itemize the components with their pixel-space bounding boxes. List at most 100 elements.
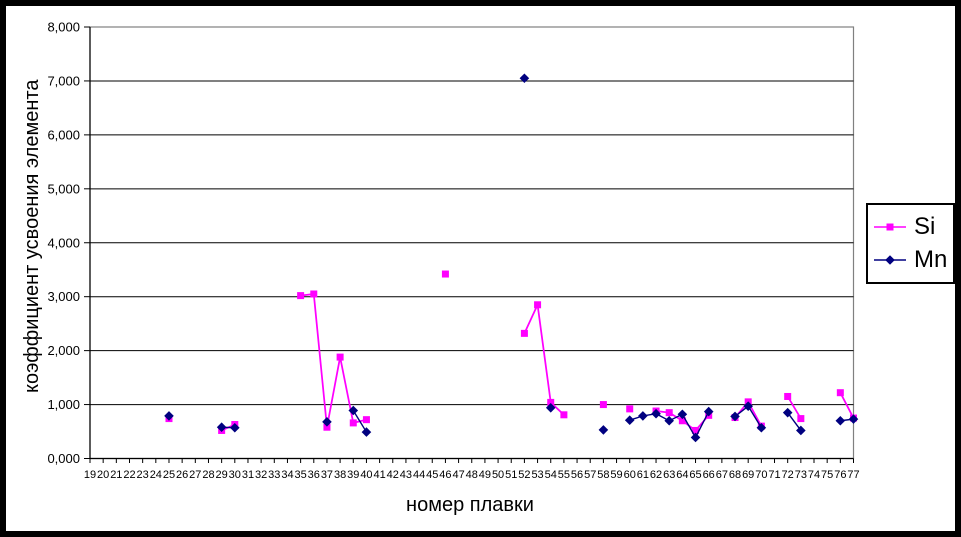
y-tick-label: 3,000 xyxy=(47,289,80,304)
series-mn-marker xyxy=(796,425,806,436)
x-tick-label: 34 xyxy=(281,469,293,481)
x-tick-label: 44 xyxy=(413,469,425,481)
x-tick-label: 50 xyxy=(492,469,504,481)
x-tick-label: 39 xyxy=(347,469,359,481)
legend-diamond-marker-icon xyxy=(874,255,906,266)
series-si-marker xyxy=(310,290,318,298)
x-tick-label: 40 xyxy=(360,469,372,481)
series-mn-marker xyxy=(756,422,767,433)
series-si-marker xyxy=(547,398,555,406)
series-mn-marker xyxy=(664,415,675,426)
x-tick-label: 27 xyxy=(189,469,201,481)
legend-label-mn: Mn xyxy=(914,246,948,274)
series-si-marker xyxy=(534,301,542,309)
series-si-line xyxy=(839,392,855,419)
x-tick-label: 46 xyxy=(439,469,451,481)
x-tick-label: 64 xyxy=(676,469,688,481)
series-mn-marker xyxy=(216,422,227,433)
series-si-marker xyxy=(784,392,792,400)
x-tick-label: 23 xyxy=(137,469,149,481)
y-tick-label: 8,000 xyxy=(47,20,80,35)
series-mn-marker xyxy=(782,407,793,418)
legend-label-si: Si xyxy=(914,212,936,240)
x-tick-label: 59 xyxy=(610,469,622,481)
series-mn-marker xyxy=(835,415,846,426)
x-tick-label: 56 xyxy=(571,469,583,481)
series-mn-marker xyxy=(651,408,661,419)
x-tick-label: 41 xyxy=(373,469,385,481)
series-si-line xyxy=(523,301,565,416)
series-si-marker xyxy=(626,405,634,413)
x-tick-label: 24 xyxy=(150,469,162,481)
series-si-line xyxy=(786,396,802,420)
legend-marker-sample xyxy=(886,223,894,231)
x-tick-label: 63 xyxy=(663,469,675,481)
legend-item-si: Si xyxy=(873,212,953,240)
x-tick-label: 76 xyxy=(834,469,846,481)
legend: Si Mn xyxy=(866,203,955,284)
legend-square-marker-icon xyxy=(874,223,906,231)
x-tick-label: 36 xyxy=(308,469,320,481)
x-tick-label: 57 xyxy=(584,469,596,481)
series-si-marker xyxy=(323,423,331,431)
x-tick-label: 69 xyxy=(742,469,754,481)
series-mn-marker xyxy=(361,427,372,437)
x-tick-label: 67 xyxy=(716,469,728,481)
series-mn-marker xyxy=(545,402,556,413)
x-tick-label: 61 xyxy=(637,469,649,481)
x-tick-label: 71 xyxy=(768,469,780,481)
x-tick-label: 47 xyxy=(452,469,464,481)
x-tick-label: 33 xyxy=(268,469,280,481)
series-si-marker xyxy=(336,353,344,361)
series-mn-line xyxy=(352,410,368,433)
series-si-marker xyxy=(297,292,305,300)
x-tick-label: 72 xyxy=(782,469,794,481)
x-tick-label: 20 xyxy=(97,469,109,481)
series-mn-marker xyxy=(519,73,530,84)
x-tick-label: 31 xyxy=(242,469,254,481)
x-tick-label: 62 xyxy=(650,469,662,481)
legend-marker-sample xyxy=(885,255,895,266)
series-mn-marker xyxy=(703,406,714,417)
y-tick-label: 5,000 xyxy=(47,181,80,196)
x-tick-label: 60 xyxy=(624,469,636,481)
x-tick-label: 25 xyxy=(163,469,175,481)
series-si-marker xyxy=(560,411,568,419)
series-si-marker xyxy=(520,329,528,337)
y-tick-label: 0,000 xyxy=(47,451,80,466)
y-tick-label: 4,000 xyxy=(47,235,80,250)
x-tick-label: 75 xyxy=(821,469,833,481)
x-tick-label: 58 xyxy=(597,469,609,481)
series-mn-marker xyxy=(624,415,635,426)
x-tick-label: 32 xyxy=(255,469,267,481)
x-tick-label: 54 xyxy=(545,469,557,481)
y-tick-label: 2,000 xyxy=(47,343,80,358)
x-tick-label: 65 xyxy=(689,469,701,481)
x-tick-label: 43 xyxy=(400,469,412,481)
series-si-marker xyxy=(441,270,449,278)
legend-item-mn: Mn xyxy=(873,248,953,272)
x-tick-label: 77 xyxy=(847,469,859,481)
series-si-marker xyxy=(836,389,844,397)
y-tick-label: 7,000 xyxy=(47,73,80,88)
x-tick-label: 42 xyxy=(387,469,399,481)
y-axis-title: коэффициент усвоения элемента xyxy=(21,79,43,393)
y-tick-label: 1,000 xyxy=(47,397,80,412)
x-axis-title: номер плавки xyxy=(406,494,534,516)
series-mn-marker xyxy=(690,432,701,443)
x-tick-label: 45 xyxy=(426,469,438,481)
series-si-marker xyxy=(599,401,607,409)
x-tick-label: 22 xyxy=(123,469,135,481)
x-tick-label: 37 xyxy=(321,469,333,481)
x-tick-label: 73 xyxy=(795,469,807,481)
x-tick-label: 48 xyxy=(466,469,478,481)
series-mn-marker xyxy=(348,405,359,416)
x-tick-label: 21 xyxy=(110,469,122,481)
series-mn-line xyxy=(787,412,802,431)
x-tick-label: 38 xyxy=(334,469,346,481)
x-tick-label: 74 xyxy=(808,469,820,481)
series-mn-marker xyxy=(598,425,609,435)
x-tick-label: 28 xyxy=(202,469,214,481)
